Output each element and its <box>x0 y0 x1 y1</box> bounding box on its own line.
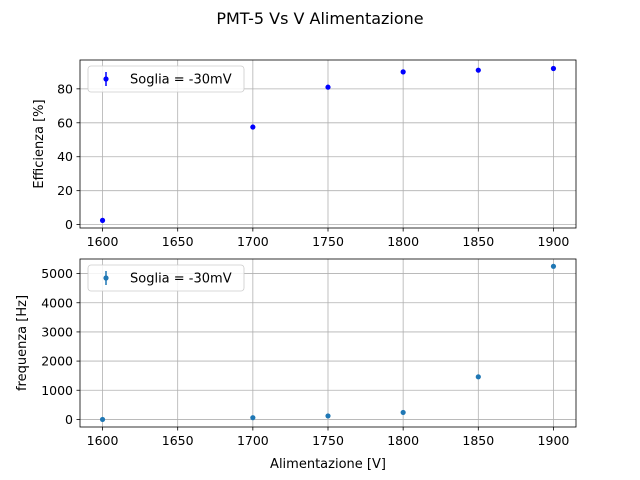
data-point <box>400 409 406 416</box>
data-point <box>550 65 557 72</box>
top-axes-efficiency: 1600 1650 1700 1750 1800 1850 1900 0 20 40 60 80 Eff… <box>32 59 577 249</box>
legend-marker <box>103 76 109 82</box>
legend-box <box>87 264 245 292</box>
y-axis-label: Efficienza [%] <box>32 99 47 188</box>
data-point <box>550 263 557 269</box>
data-point <box>475 67 481 73</box>
x-tick-label: 1800 <box>387 234 419 249</box>
data-point <box>250 415 256 421</box>
x-tick-label: 1800 <box>387 433 419 448</box>
data-point <box>99 416 106 423</box>
legend-label: Soglia = -30mV <box>130 73 232 88</box>
data-point <box>99 217 106 223</box>
y-tick-label: 20 <box>57 183 73 198</box>
y-tick-label: 5000 <box>41 266 73 281</box>
data-point <box>475 374 481 380</box>
legend-box <box>87 65 245 93</box>
y-tick-label: 3000 <box>41 324 73 339</box>
x-tick-label: 1750 <box>312 433 344 448</box>
y-tick-label: 1000 <box>41 383 73 398</box>
y-tick-label: 60 <box>57 115 73 130</box>
x-tick-label: 1600 <box>87 433 119 448</box>
x-tick-label: 1650 <box>162 234 194 249</box>
data-point <box>325 413 331 419</box>
figure-title: PMT-5 Vs V Alimentazione <box>216 9 423 28</box>
x-tick-label: 1850 <box>462 433 494 448</box>
y-tick-label: 0 <box>65 412 73 427</box>
data-point <box>400 69 406 75</box>
y-tick-label: 0 <box>65 217 73 232</box>
data-point <box>250 124 256 130</box>
x-tick-label: 1700 <box>237 433 269 448</box>
x-tick-label: 1900 <box>538 234 570 249</box>
y-tick-label: 40 <box>57 149 73 164</box>
y-tick-label: 4000 <box>41 295 73 310</box>
x-tick-label: 1700 <box>237 234 269 249</box>
bottom-axes-frequency: 1600 1650 1700 1750 1800 1850 1900 0 1000 2000 300… <box>15 258 577 472</box>
x-tick-label: 1650 <box>162 433 194 448</box>
legend-label: Soglia = -30mV <box>130 272 232 287</box>
x-tick-label: 1850 <box>462 234 494 249</box>
x-axis-label: Alimentazione [V] <box>270 457 386 472</box>
x-tick-label: 1900 <box>538 433 570 448</box>
x-tick-label: 1600 <box>87 234 119 249</box>
y-axis-label: frequenza [Hz] <box>15 295 30 391</box>
y-tick-label: 2000 <box>41 354 73 369</box>
data-point <box>325 84 331 90</box>
legend-marker <box>103 275 109 281</box>
x-tick-label: 1750 <box>312 234 344 249</box>
y-tick-label: 80 <box>57 81 73 96</box>
